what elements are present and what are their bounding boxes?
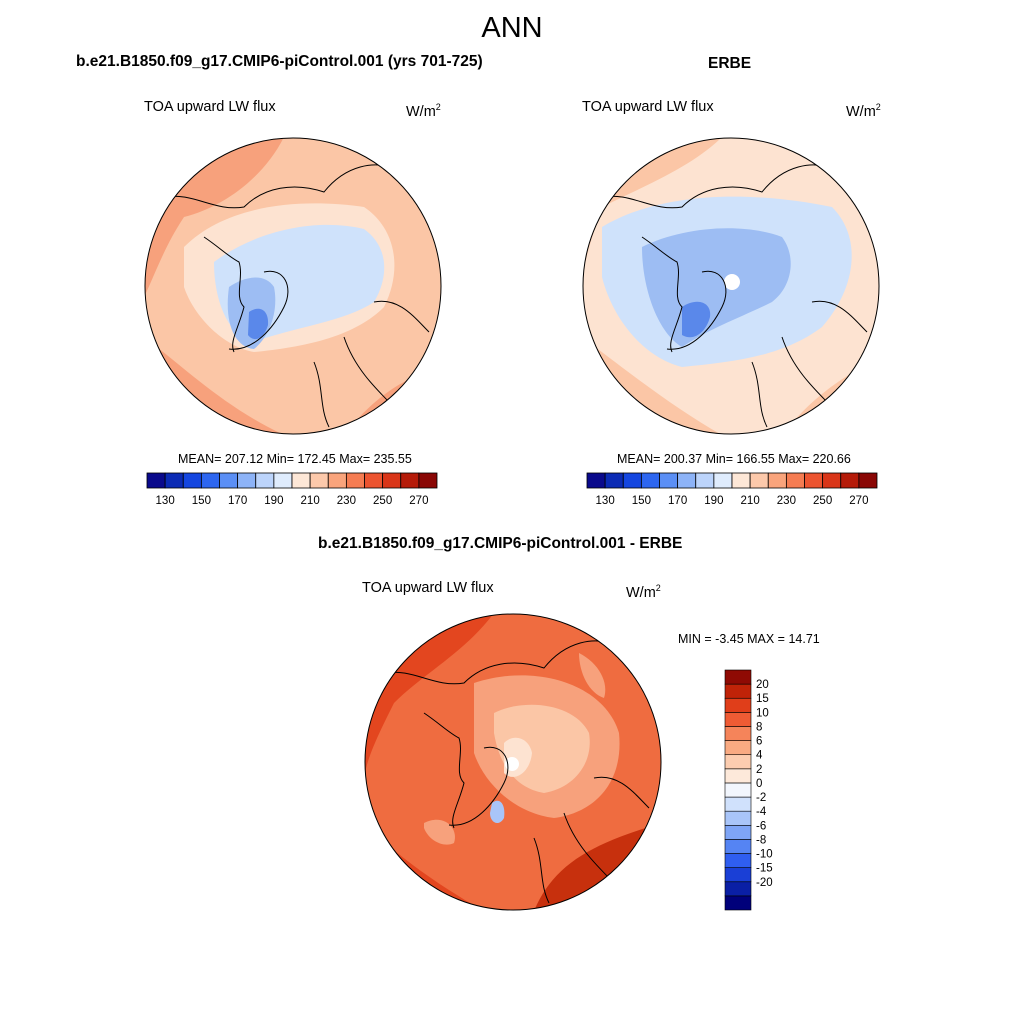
- top-left-colorbar-tick-label: 150: [192, 495, 211, 507]
- top-right-colorbar-tick-label: 170: [668, 495, 687, 507]
- difference-colorbar-tick-label: -15: [756, 863, 773, 875]
- top-left-colorbar-tick-label: 210: [301, 495, 320, 507]
- difference-colorbar-tick-label: 8: [756, 721, 762, 733]
- difference-colorbar-color-box: [724, 853, 752, 868]
- difference-colorbar-color-box: [724, 810, 752, 826]
- top-right-colorbar-color-box: [622, 472, 642, 489]
- top-right-units: W/m2: [846, 102, 881, 120]
- top-right-variable-label: TOA upward LW flux: [582, 99, 714, 115]
- top-left-colorbar-color-box: [400, 472, 420, 489]
- top-right-stats: MEAN= 200.37 Min= 166.55 Max= 220.66: [617, 452, 851, 466]
- difference-colorbar-color-box: [724, 881, 752, 897]
- top-left-colorbar-color-box: [237, 472, 257, 489]
- difference-colorbar-tick-label: 0: [756, 778, 762, 790]
- difference-colorbar-tick-label: -4: [756, 806, 767, 818]
- difference-colorbar-tick-label: 10: [756, 707, 769, 719]
- top-left-colorbar-color-box: [291, 472, 311, 489]
- top-right-colorbar-tick-label: 270: [849, 495, 868, 507]
- top-left-colorbar-color-box: [164, 472, 184, 489]
- top-right-colorbar-color-box: [749, 472, 769, 489]
- difference-colorbar-tick-label: 15: [756, 693, 769, 705]
- difference-colorbar-color-box: [724, 824, 752, 840]
- difference-colorbar-tick-label: -10: [756, 849, 773, 861]
- top-right-colorbar-color-box: [785, 472, 805, 489]
- difference-colorbar-color-box: [724, 782, 752, 798]
- top-left-colorbar-color-box: [273, 472, 293, 489]
- top-left-colorbar-color-box: [382, 472, 402, 489]
- top-right-colorbar-color-box: [640, 472, 660, 489]
- difference-colorbar-tick-label: -20: [756, 877, 773, 889]
- difference-colorbar-color-box: [724, 712, 752, 727]
- top-right-polar-map: [582, 137, 880, 435]
- top-left-colorbar-color-box: [219, 472, 239, 489]
- difference-colorbar-color-box: [724, 796, 752, 812]
- top-left-units: W/m2: [406, 102, 441, 120]
- top-left-colorbar-tick-label: 190: [264, 495, 283, 507]
- figure-title: ANN: [481, 12, 543, 44]
- top-right-colorbar-tick-label: 230: [777, 495, 796, 507]
- top-right-colorbar-color-box: [804, 472, 824, 489]
- bottom-case-title: b.e21.B1850.f09_g17.CMIP6-piControl.001 …: [318, 535, 683, 552]
- difference-colorbar-color-box: [724, 768, 752, 784]
- top-right-colorbar-tick-label: 190: [704, 495, 723, 507]
- difference-colorbar-color-box: [724, 740, 752, 756]
- top-left-colorbar-color-box: [309, 472, 329, 489]
- top-right-colorbar-color-box: [858, 472, 878, 489]
- top-left-case-title: b.e21.B1850.f09_g17.CMIP6-piControl.001 …: [76, 53, 483, 70]
- bottom-difference-polar-map: [364, 613, 662, 911]
- top-left-colorbar-color-box: [418, 472, 438, 489]
- top-left-colorbar-color-box: [327, 472, 347, 489]
- difference-colorbar-tick-label: 6: [756, 736, 762, 748]
- top-left-polar-map: [144, 137, 442, 435]
- top-left-stats: MEAN= 207.12 Min= 172.45 Max= 235.55: [178, 452, 412, 466]
- top-right-colorbar-tick-label: 250: [813, 495, 832, 507]
- top-left-colorbar-tick-label: 250: [373, 495, 392, 507]
- top-left-colorbar-color-box: [182, 472, 202, 489]
- difference-colorbar-color-box: [724, 867, 752, 883]
- top-right-colorbar-color-box: [695, 472, 715, 489]
- top-right-colorbar-color-box: [586, 472, 606, 489]
- top-right-colorbar-color-box: [659, 472, 679, 489]
- top-right-case-title: ERBE: [708, 55, 752, 72]
- difference-colorbar-tick-label: 4: [756, 750, 763, 762]
- top-left-colorbar-color-box: [200, 472, 220, 489]
- top-right-colorbar-tick-label: 130: [596, 495, 615, 507]
- difference-colorbar-tick-label: 2: [756, 764, 762, 776]
- top-left-variable-label: TOA upward LW flux: [144, 99, 276, 115]
- top-left-colorbar-tick-label: 270: [409, 495, 428, 507]
- bottom-stats: MIN = -3.45 MAX = 14.71: [678, 632, 820, 646]
- top-left-colorbar-color-box: [345, 472, 365, 489]
- top-right-colorbar-tick-label: 150: [632, 495, 651, 507]
- difference-colorbar-color-box: [724, 895, 752, 911]
- top-right-colorbar-color-box: [840, 472, 860, 489]
- top-right-colorbar-color-box: [767, 472, 787, 489]
- difference-colorbar-color-box: [724, 683, 752, 699]
- difference-colorbar-tick-label: -6: [756, 820, 766, 832]
- top-right-colorbar-color-box: [713, 472, 733, 489]
- difference-colorbar-color-box: [724, 726, 752, 741]
- top-right-colorbar-color-box: [604, 472, 624, 489]
- difference-colorbar-color-box: [724, 697, 752, 713]
- difference-colorbar-color-box: [724, 669, 752, 685]
- difference-colorbar-color-box: [724, 839, 752, 854]
- top-left-colorbar: 130 150 170 190 210 230 250 270: [146, 472, 438, 507]
- top-left-colorbar-tick-label: 230: [337, 495, 356, 507]
- top-right-colorbar-color-box: [677, 472, 697, 489]
- top-right-colorbar-color-box: [822, 472, 842, 489]
- difference-colorbar-tick-label: 20: [756, 679, 769, 691]
- top-left-colorbar-color-box: [364, 472, 384, 489]
- top-right-colorbar-tick-label: 210: [741, 495, 760, 507]
- difference-colorbar-tick-label: -2: [756, 792, 766, 804]
- difference-colorbar-color-box: [724, 754, 752, 770]
- difference-colorbar-tick-label: -8: [756, 834, 766, 846]
- top-left-colorbar-color-box: [146, 472, 166, 489]
- top-right-colorbar-color-box: [731, 472, 751, 489]
- top-right-colorbar: 130 150 170 190 210 230 250 270: [586, 472, 878, 507]
- top-left-colorbar-color-box: [255, 472, 275, 489]
- top-left-colorbar-tick-label: 170: [228, 495, 247, 507]
- bottom-units: W/m2: [626, 583, 661, 601]
- bottom-variable-label: TOA upward LW flux: [362, 580, 494, 596]
- top-left-colorbar-tick-label: 130: [156, 495, 175, 507]
